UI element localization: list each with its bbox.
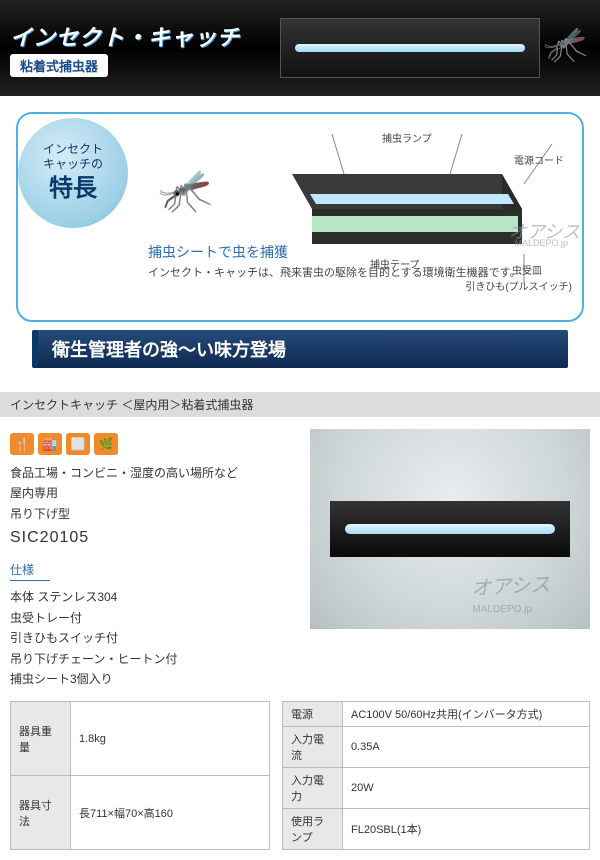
label-lamp: 捕虫ランプ <box>382 130 432 145</box>
spec-val: 0.35A <box>343 727 590 768</box>
photo-watermark-main: オアシス <box>470 568 551 601</box>
spec-table-1: 器具重量1.8kg 器具寸法長711×幅70×高160 <box>10 701 270 850</box>
usage-icon: ⬜ <box>66 433 90 455</box>
spec-key: 入力電力 <box>283 768 343 809</box>
spec-key: 器具寸法 <box>11 776 71 850</box>
spec-key: 器具重量 <box>11 702 71 776</box>
spec-item: 捕虫シート3個入り <box>10 669 310 689</box>
table-row: 電源AC100V 50/60Hz共用(インバータ方式) <box>283 702 590 727</box>
spec-val: AC100V 50/60Hz共用(インバータ方式) <box>343 702 590 727</box>
spec-val: FL20SBL(1本) <box>343 809 590 850</box>
photo-product-body <box>330 501 570 557</box>
info-list: 食品工場・コンビニ・湿度の高い場所など 屋内専用 吊り下げ型 SIC20105 <box>10 463 310 551</box>
header-banner: インセクト・キャッチ 粘着式捕虫器 🦟 <box>0 0 600 96</box>
diagram-illustration: 捕虫ランプ 電源コード 捕虫テープ 虫受皿 引きひも(プルスイッチ) オアシス … <box>262 134 562 284</box>
info-indoor: 屋内専用 <box>10 483 310 503</box>
table-row: 入力電力20W <box>283 768 590 809</box>
product-photo: オアシス MALDEPO.jp <box>310 429 590 629</box>
watermark-sub: MALDEPO.jp <box>514 238 568 248</box>
banner-bar: 衛生管理者の強〜い味方登場 <box>32 330 568 368</box>
spec-key: 使用ランプ <box>283 809 343 850</box>
spec-key: 電源 <box>283 702 343 727</box>
usage-icon: 🍴 <box>10 433 34 455</box>
spec-val: 1.8kg <box>71 702 270 776</box>
photo-watermark-sub: MALDEPO.jp <box>473 604 532 615</box>
label-tape: 捕虫テープ <box>370 256 419 271</box>
usage-icon: 🌿 <box>94 433 118 455</box>
table-row: 入力電流0.35A <box>283 727 590 768</box>
spec-table-2: 電源AC100V 50/60Hz共用(インバータ方式) 入力電流0.35A 入力… <box>282 701 590 850</box>
spec-item: 引きひもスイッチ付 <box>10 628 310 648</box>
content-area: 🍴 🏭 ⬜ 🌿 食品工場・コンビニ・湿度の高い場所など 屋内専用 吊り下げ型 S… <box>0 425 600 860</box>
mosquito-icon: 🦟 <box>543 26 588 62</box>
logo-area: インセクト・キャッチ 粘着式捕虫器 <box>10 20 240 77</box>
table-row: 器具重量1.8kg <box>11 702 270 776</box>
spec-key: 入力電流 <box>283 727 343 768</box>
label-tray: 虫受皿 <box>512 262 542 277</box>
info-left: 🍴 🏭 ⬜ 🌿 食品工場・コンビニ・湿度の高い場所など 屋内専用 吊り下げ型 S… <box>10 425 310 689</box>
spec-val: 長711×幅70×高160 <box>71 776 270 850</box>
spec-val: 20W <box>343 768 590 809</box>
product-subtitle: 粘着式捕虫器 <box>10 54 108 77</box>
model-number: SIC20105 <box>10 524 310 551</box>
spec-tables: 器具重量1.8kg 器具寸法長711×幅70×高160 電源AC100V 50/… <box>10 701 590 850</box>
label-pull: 引きひも(プルスイッチ) <box>465 278 572 293</box>
usage-icon: 🏭 <box>38 433 62 455</box>
label-cord: 電源コード <box>514 152 564 167</box>
diagram-box: 🦟 捕虫ランプ 電源コード 捕虫テープ 虫受皿 引きひも(プルスイッチ) オアシ… <box>16 112 584 322</box>
features-section: インセクト キャッチの 特長 🦟 捕虫ランプ 電源コード 捕虫テープ 虫受皿 引… <box>0 96 600 376</box>
spec-item: 虫受トレー付 <box>10 608 310 628</box>
info-mount: 吊り下げ型 <box>10 504 310 524</box>
spec-head: 仕様 <box>10 561 50 581</box>
table-row: 使用ランプFL20SBL(1本) <box>283 809 590 850</box>
section-title: インセクトキャッチ ＜屋内用＞粘着式捕虫器 <box>0 392 600 417</box>
spec-item: 本体 ステンレス304 <box>10 587 310 607</box>
table-row: 器具寸法長711×幅70×高160 <box>11 776 270 850</box>
usage-icon-row: 🍴 🏭 ⬜ 🌿 <box>10 433 310 455</box>
insect-icon: 🦟 <box>158 164 213 216</box>
spec-list: 本体 ステンレス304 虫受トレー付 引きひもスイッチ付 吊り下げチェーン・ヒー… <box>10 587 310 689</box>
header-product-image <box>280 18 540 78</box>
info-usage: 食品工場・コンビニ・湿度の高い場所など <box>10 463 310 483</box>
product-title: インセクト・キャッチ <box>10 20 240 52</box>
photo-lamp-tube <box>345 524 555 534</box>
header-lamp-tube <box>295 44 525 52</box>
spec-item: 吊り下げチェーン・ヒートン付 <box>10 649 310 669</box>
